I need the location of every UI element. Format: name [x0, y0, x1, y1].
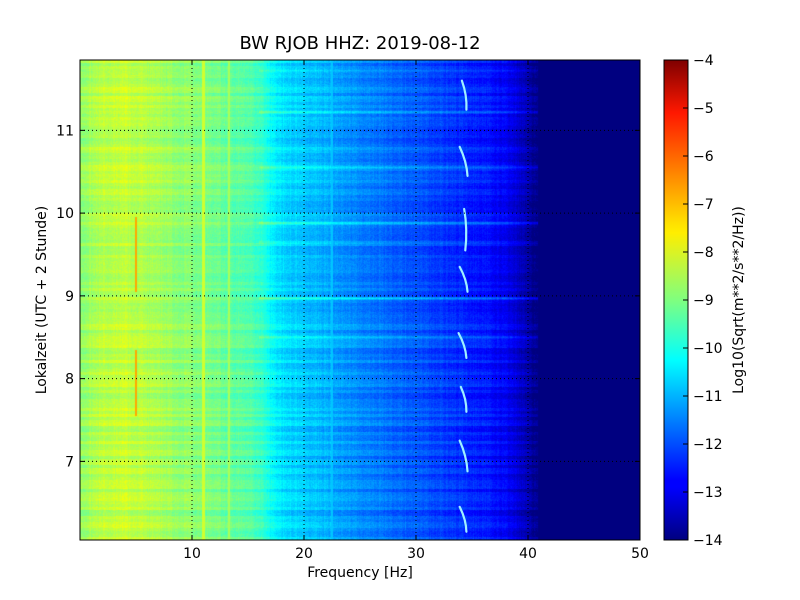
plot-frame: [79, 59, 641, 541]
sweep-7: [460, 79, 468, 111]
colorbar-tick-label-6: −10: [693, 341, 723, 357]
sweep-features: [457, 79, 469, 533]
colorbar-tick-label-2: −6: [693, 149, 714, 165]
y-tick-label-2: 9: [65, 289, 74, 305]
y-axis-label: Lokalzeit (UTC + 2 Stunde): [34, 206, 50, 395]
colorbar-tick-label-1: −5: [693, 101, 714, 117]
y-tick-label-0: 7: [65, 454, 74, 470]
grid-lines: [80, 60, 640, 540]
heatmap-image: [80, 60, 640, 540]
colorbar-axis: −4 −5 −6 −7 −8 −9 −10 −11 −12 −13 −14: [683, 53, 723, 549]
x-tick-label-4: 50: [631, 546, 649, 562]
colorbar-tick-label-8: −12: [693, 437, 723, 453]
sweep-1: [458, 439, 469, 473]
x-axis-label: Frequency [Hz]: [307, 565, 413, 581]
x-tick-label-2: 30: [407, 546, 425, 562]
sweep-4: [458, 265, 469, 293]
chart-title: BW RJOB HHZ: 2019-08-12: [239, 33, 480, 54]
y-tick-label-4: 11: [56, 123, 74, 139]
x-tick-label-1: 20: [295, 546, 313, 562]
colorbar-label: Log10(Sqrt(m**2/s**2/Hz)): [731, 206, 747, 394]
sweep-0: [458, 505, 468, 533]
colorbar-tick-label-5: −9: [693, 293, 714, 309]
sweep-2: [459, 385, 468, 413]
sweep-3: [457, 332, 468, 360]
y-axis: 7 8 9 10 11: [56, 123, 640, 470]
sweep-5: [463, 207, 468, 252]
colorbar-tick-label-4: −8: [693, 245, 714, 261]
colorbar-tick-label-10: −14: [693, 533, 723, 549]
colorbar-tick-label-3: −7: [693, 197, 714, 213]
x-axis: 10 20 30 40 50: [183, 60, 649, 562]
colorbar-tick-label-7: −11: [693, 389, 723, 405]
x-tick-label-3: 40: [519, 546, 537, 562]
y-tick-label-3: 10: [56, 206, 74, 222]
sweep-6: [458, 145, 469, 177]
colorbar-tick-label-9: −13: [693, 485, 723, 501]
y-tick-label-1: 8: [65, 372, 74, 388]
x-tick-label-0: 10: [183, 546, 201, 562]
colorbar-tick-label-0: −4: [693, 53, 714, 69]
